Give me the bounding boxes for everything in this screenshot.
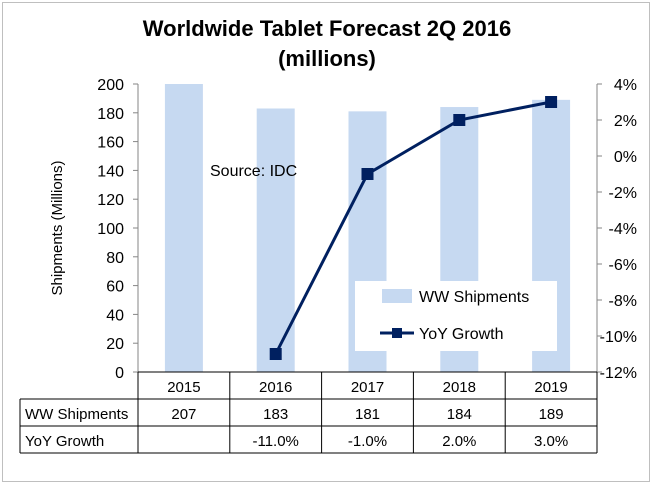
category-label-2018: 2018 — [443, 379, 476, 396]
left-tick-label: 100 — [97, 221, 124, 238]
legend-line-marker — [392, 328, 402, 338]
source-annotation: Source: IDC — [210, 163, 297, 180]
category-label-2015: 2015 — [167, 379, 200, 396]
legend-bar-label: WW Shipments — [419, 289, 529, 306]
table-cell: 189 — [539, 406, 564, 423]
right-tick-label: 0% — [614, 149, 637, 166]
yoy-point-2017 — [361, 168, 374, 180]
yoy-growth-line — [274, 100, 552, 355]
right-tick-label: -4% — [609, 221, 637, 238]
yoy-point-2016 — [269, 348, 282, 360]
table-row-label: WW Shipments — [25, 406, 128, 423]
table-cell: -11.0% — [252, 433, 298, 450]
left-tick-label: 80 — [106, 250, 124, 267]
table-cell: 207 — [171, 406, 196, 423]
chart-title: Worldwide Tablet Forecast 2Q 2016 (milli… — [0, 14, 654, 74]
right-tick-label: -2% — [609, 185, 637, 202]
chart-title-line1: Worldwide Tablet Forecast 2Q 2016 — [142, 16, 512, 41]
bar-2016 — [256, 108, 295, 372]
left-tick-label: 120 — [97, 192, 124, 209]
table-cell: 3.0% — [534, 433, 568, 450]
table-cell: 2.0% — [442, 433, 476, 450]
table-cell: 181 — [355, 406, 380, 423]
left-tick-label: 60 — [106, 279, 124, 296]
yoy-point-2018 — [453, 114, 466, 126]
left-tick-label: 0 — [115, 365, 124, 382]
left-tick-label: 160 — [97, 135, 124, 152]
category-label-2017: 2017 — [351, 379, 384, 396]
right-tick-label: 4% — [614, 77, 637, 94]
bar-2015 — [164, 84, 203, 372]
right-tick-label: -8% — [609, 293, 637, 310]
category-label-2019: 2019 — [534, 379, 567, 396]
legend-line-label: YoY Growth — [419, 326, 504, 343]
right-tick-label: 2% — [614, 113, 637, 130]
right-tick-label: -10% — [600, 329, 637, 346]
right-tick-label: -12% — [600, 365, 637, 382]
left-tick-label: 140 — [97, 163, 124, 180]
yoy-point-2019 — [545, 96, 558, 108]
left-tick-label: 200 — [97, 77, 124, 94]
legend-bar-swatch — [382, 289, 412, 303]
table-row-label: YoY Growth — [25, 433, 104, 450]
category-label-2016: 2016 — [259, 379, 292, 396]
table-cell: -1.0% — [348, 433, 387, 450]
y-axis-label: Shipments (Millions) — [49, 160, 66, 295]
left-tick-label: 180 — [97, 106, 124, 123]
table-cell: 184 — [447, 406, 472, 423]
right-tick-label: -6% — [609, 257, 637, 274]
left-tick-label: 20 — [106, 336, 124, 353]
table-cell: 183 — [263, 406, 288, 423]
left-tick-label: 40 — [106, 307, 124, 324]
chart-title-line2: (millions) — [278, 46, 376, 71]
